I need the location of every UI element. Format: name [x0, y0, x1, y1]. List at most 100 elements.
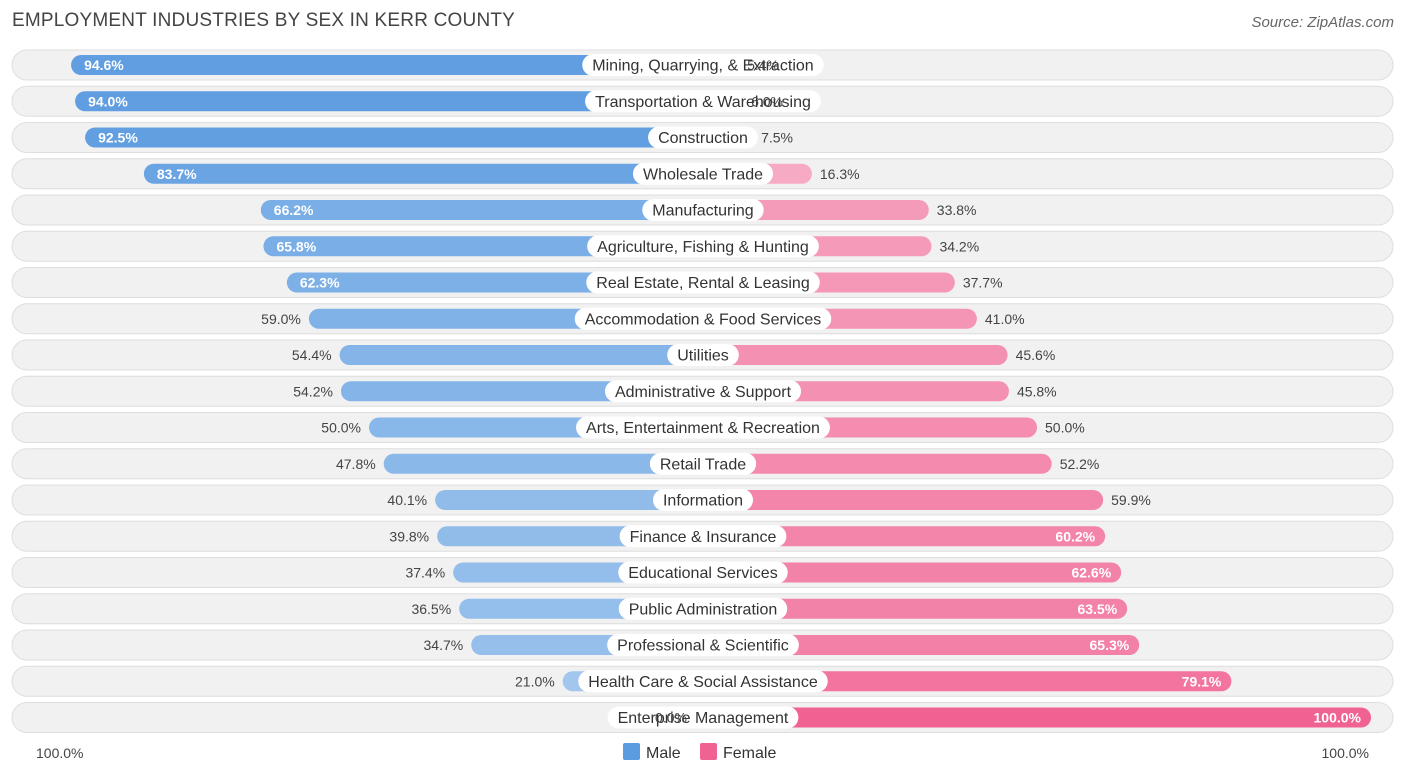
female-bar	[693, 598, 1128, 619]
male-value-label: 94.0%	[88, 93, 128, 109]
female-value-label: 65.3%	[1090, 637, 1130, 653]
female-bar	[693, 707, 1371, 728]
axis-label-left: 100.0%	[36, 745, 83, 761]
category-pill	[649, 452, 757, 475]
female-value-label: 5.4%	[747, 57, 779, 73]
male-value-label: 65.8%	[276, 238, 316, 254]
category-pill	[618, 561, 788, 584]
female-value-label: 63.5%	[1077, 601, 1117, 617]
male-value-label: 39.8%	[389, 528, 429, 544]
category-pill	[607, 706, 799, 729]
female-value-label: 45.8%	[1017, 383, 1057, 399]
female-value-label: 33.8%	[937, 202, 977, 218]
chart-row: Retail Trade 47.8% 52.2%	[11, 448, 1394, 480]
category-label: Administrative & Support	[615, 384, 792, 401]
male-value-label: 40.1%	[387, 492, 427, 508]
category-pill	[582, 54, 824, 76]
category-pill	[578, 670, 828, 693]
male-value-label: 37.4%	[405, 565, 445, 581]
chart-row: Arts, Entertainment & Recreation 50.0% 50.…	[11, 412, 1394, 443]
chart-row: Administrative & Support 54.2% 45.8%	[11, 375, 1394, 407]
category-label: Public Administration	[629, 601, 778, 618]
category-label: Wholesale Trade	[643, 166, 763, 183]
category-pill	[587, 235, 819, 258]
male-bar	[383, 453, 713, 474]
female-value-label: 100.0%	[1314, 710, 1362, 726]
male-value-label: 21.0%	[515, 673, 555, 689]
chart-row: Educational Services 37.4% 62.6%	[11, 557, 1394, 588]
category-pill	[585, 90, 821, 113]
male-value-label: 34.7%	[424, 637, 464, 653]
legend-swatch-female	[700, 743, 717, 760]
category-label: Finance & Insurance	[630, 529, 777, 546]
chart-row: Health Care & Social Assistance 21.0% 79.1…	[11, 665, 1394, 697]
category-label: Manufacturing	[652, 203, 753, 220]
category-pill	[576, 416, 830, 439]
female-value-label: 59.9%	[1111, 492, 1151, 508]
male-value-label: 47.8%	[336, 456, 376, 472]
category-pill	[618, 597, 788, 620]
category-label: Transportation & Warehousing	[595, 94, 811, 111]
male-bar	[339, 345, 713, 365]
male-value-label: 83.7%	[157, 166, 197, 182]
male-value-label: 59.0%	[261, 311, 301, 327]
category-pill	[648, 126, 758, 149]
category-label: Real Estate, Rental & Leasing	[596, 275, 809, 292]
category-pill	[652, 489, 754, 511]
category-label: Construction	[658, 130, 748, 147]
female-bar	[693, 453, 1052, 474]
male-bar	[143, 163, 713, 184]
category-pill	[619, 525, 787, 548]
female-value-label: 50.0%	[1045, 420, 1085, 436]
chart-row: Accommodation & Food Services 59.0% 41.0%	[11, 303, 1394, 335]
male-bar	[75, 91, 713, 112]
female-value-label: 60.2%	[1055, 528, 1095, 544]
male-value-label: 36.5%	[411, 601, 451, 617]
male-bar	[260, 200, 713, 220]
female-value-label: 52.2%	[1060, 456, 1100, 472]
axis-label-right: 100.0%	[1322, 745, 1369, 761]
female-value-label: 6.0%	[751, 93, 783, 109]
category-label: Arts, Entertainment & Recreation	[586, 420, 820, 437]
chart-row: Utilities 54.4% 45.6%	[11, 339, 1394, 371]
category-label: Educational Services	[628, 565, 777, 582]
female-value-label: 79.1%	[1182, 673, 1222, 689]
female-value-label: 41.0%	[985, 311, 1025, 327]
female-value-label: 45.6%	[1016, 347, 1056, 363]
male-value-label: 92.5%	[98, 130, 138, 146]
female-bar	[693, 526, 1106, 547]
female-value-label: 7.5%	[761, 130, 793, 146]
category-label: Utilities	[677, 348, 729, 365]
legend-label-female: Female	[723, 745, 776, 762]
male-value-label: 94.6%	[84, 57, 124, 73]
category-pill	[574, 307, 832, 330]
chart-source: Source: ZipAtlas.com	[1251, 14, 1394, 31]
male-bar	[435, 490, 713, 510]
chart-row: Mining, Quarrying, & Extraction 94.6% 5.4%	[11, 49, 1394, 81]
chart-row: Professional & Scientific 34.7% 65.3%	[11, 629, 1394, 661]
chart-row: Public Administration 36.5% 63.5%	[11, 593, 1394, 625]
female-value-label: 37.7%	[963, 275, 1003, 291]
male-bar	[71, 55, 713, 75]
category-label: Agriculture, Fishing & Hunting	[597, 239, 809, 256]
male-value-label: 0.0%	[655, 710, 687, 726]
female-bar	[693, 562, 1122, 583]
category-label: Enterprise Management	[618, 710, 789, 727]
category-pill	[604, 380, 802, 403]
chart-row: Transportation & Warehousing 94.0% 6.0%	[11, 85, 1394, 117]
category-pill	[642, 199, 764, 221]
female-bar	[693, 671, 1232, 692]
male-value-label: 50.0%	[321, 420, 361, 436]
category-pill	[607, 634, 799, 656]
chart-row: Manufacturing 66.2% 33.8%	[11, 194, 1394, 226]
female-value-label: 34.2%	[939, 238, 979, 254]
female-value-label: 16.3%	[820, 166, 860, 182]
category-pill	[667, 344, 739, 366]
female-bar	[693, 490, 1104, 510]
legend-swatch-male	[623, 743, 640, 760]
chart-row: Finance & Insurance 39.8% 60.2%	[11, 520, 1394, 552]
chart-title: EMPLOYMENT INDUSTRIES BY SEX IN KERR COU…	[12, 10, 516, 31]
male-value-label: 66.2%	[274, 202, 314, 218]
